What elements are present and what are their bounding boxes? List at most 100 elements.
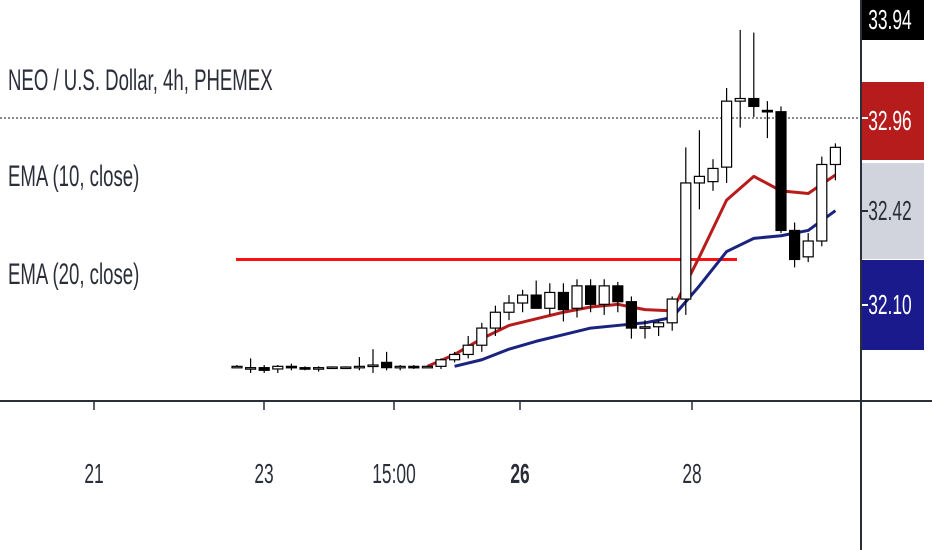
candle xyxy=(285,363,297,371)
candle xyxy=(639,320,651,339)
candle xyxy=(231,365,243,369)
candle xyxy=(707,159,719,191)
candle xyxy=(326,366,338,370)
candle xyxy=(462,335,474,359)
x-tick-label: 21 xyxy=(84,458,104,489)
candle xyxy=(680,147,692,315)
candle xyxy=(748,32,760,117)
candle xyxy=(666,296,678,331)
candle-body-up xyxy=(707,167,719,183)
candle xyxy=(612,281,624,313)
candle-body-up xyxy=(272,365,284,370)
ema10-price-label: 32.42 xyxy=(868,195,912,226)
candle xyxy=(598,279,610,315)
candle xyxy=(652,320,665,336)
ema20-price-tick xyxy=(862,304,868,306)
candle xyxy=(367,349,379,373)
candle-body-up xyxy=(720,100,733,168)
candle xyxy=(272,365,284,373)
candle-body-up xyxy=(326,366,338,370)
candle-body-up xyxy=(435,359,447,367)
symbol-legend[interactable]: NEO / U.S. Dollar, 4h, PHEMEX xyxy=(8,64,273,97)
ema10-price-badge: 32.42 xyxy=(862,163,924,259)
candle xyxy=(299,366,311,371)
candle-body-down xyxy=(584,285,597,305)
candle-body-up xyxy=(666,298,678,324)
high-price-label: 33.94 xyxy=(868,4,912,35)
candle-body-down xyxy=(530,294,542,309)
candle xyxy=(802,233,814,263)
candle-body-up xyxy=(340,366,352,370)
candle xyxy=(516,289,529,313)
candle-body-up xyxy=(231,365,243,369)
candle-body-up xyxy=(802,240,814,258)
candle-body-down xyxy=(748,97,760,108)
candle-body-up xyxy=(245,367,257,370)
candle-body-up xyxy=(421,365,433,369)
ema20-price-label: 32.10 xyxy=(868,289,912,320)
candle-body-down xyxy=(775,111,787,232)
candle-body-up xyxy=(829,146,842,166)
candle xyxy=(761,101,774,139)
candle xyxy=(816,156,828,247)
candle-body-up xyxy=(693,175,706,184)
candle-body-down xyxy=(788,229,801,261)
ema10-price-tick xyxy=(862,210,868,212)
candle-body-up xyxy=(489,311,501,329)
candle xyxy=(421,365,433,369)
candle xyxy=(245,358,257,373)
candle xyxy=(693,130,706,210)
candle-body-down xyxy=(381,361,393,369)
candle-body-down xyxy=(625,301,638,329)
candle-body-up xyxy=(353,365,365,369)
ema20-series-line xyxy=(454,209,837,368)
candle-body-down xyxy=(258,367,270,371)
candle-body-up xyxy=(680,182,692,300)
candle-body-up xyxy=(462,344,474,356)
candle-body-up xyxy=(516,294,529,304)
candle xyxy=(788,222,801,268)
candle xyxy=(381,351,393,371)
candle xyxy=(625,296,638,339)
candle-body-up xyxy=(476,327,488,346)
x-tick-label: 15:00 xyxy=(372,458,416,489)
ema10-legend[interactable]: EMA (10, close) xyxy=(8,160,140,193)
candle-body-down xyxy=(612,285,624,303)
candle xyxy=(394,365,406,371)
high-price-badge: 33.94 xyxy=(862,0,924,40)
candle xyxy=(557,283,570,322)
candle xyxy=(584,279,597,313)
candle-body-up xyxy=(313,367,325,370)
candle xyxy=(353,357,365,371)
x-tick-label: 28 xyxy=(682,458,702,489)
candle-body-up xyxy=(598,285,610,305)
candle-body-up xyxy=(816,163,828,242)
x-tick-label: 26 xyxy=(510,458,530,489)
candle-body-up xyxy=(652,322,665,328)
candle xyxy=(408,365,420,369)
candle xyxy=(775,106,787,234)
candle-body-up xyxy=(734,97,746,102)
ema20-legend[interactable]: EMA (20, close) xyxy=(8,258,140,291)
candle-body-up xyxy=(367,364,379,368)
candle-body-up xyxy=(394,365,406,369)
candle xyxy=(571,279,583,318)
candle xyxy=(829,143,842,181)
candle xyxy=(435,358,447,369)
ema20-price-badge: 32.10 xyxy=(862,260,924,350)
candle-body-up xyxy=(503,302,515,313)
candle-body-up xyxy=(571,285,583,309)
candle xyxy=(489,305,501,336)
candle-body-down xyxy=(761,109,774,113)
candle xyxy=(258,365,270,373)
candle xyxy=(544,283,556,315)
candle xyxy=(530,280,542,309)
candle xyxy=(340,366,352,370)
candle-body-down xyxy=(299,367,311,370)
candle xyxy=(503,295,515,321)
candle-body-up xyxy=(449,353,461,361)
last-price-badge: 32.96 xyxy=(862,82,924,160)
last-price-tick xyxy=(862,117,868,119)
candle xyxy=(449,351,461,363)
